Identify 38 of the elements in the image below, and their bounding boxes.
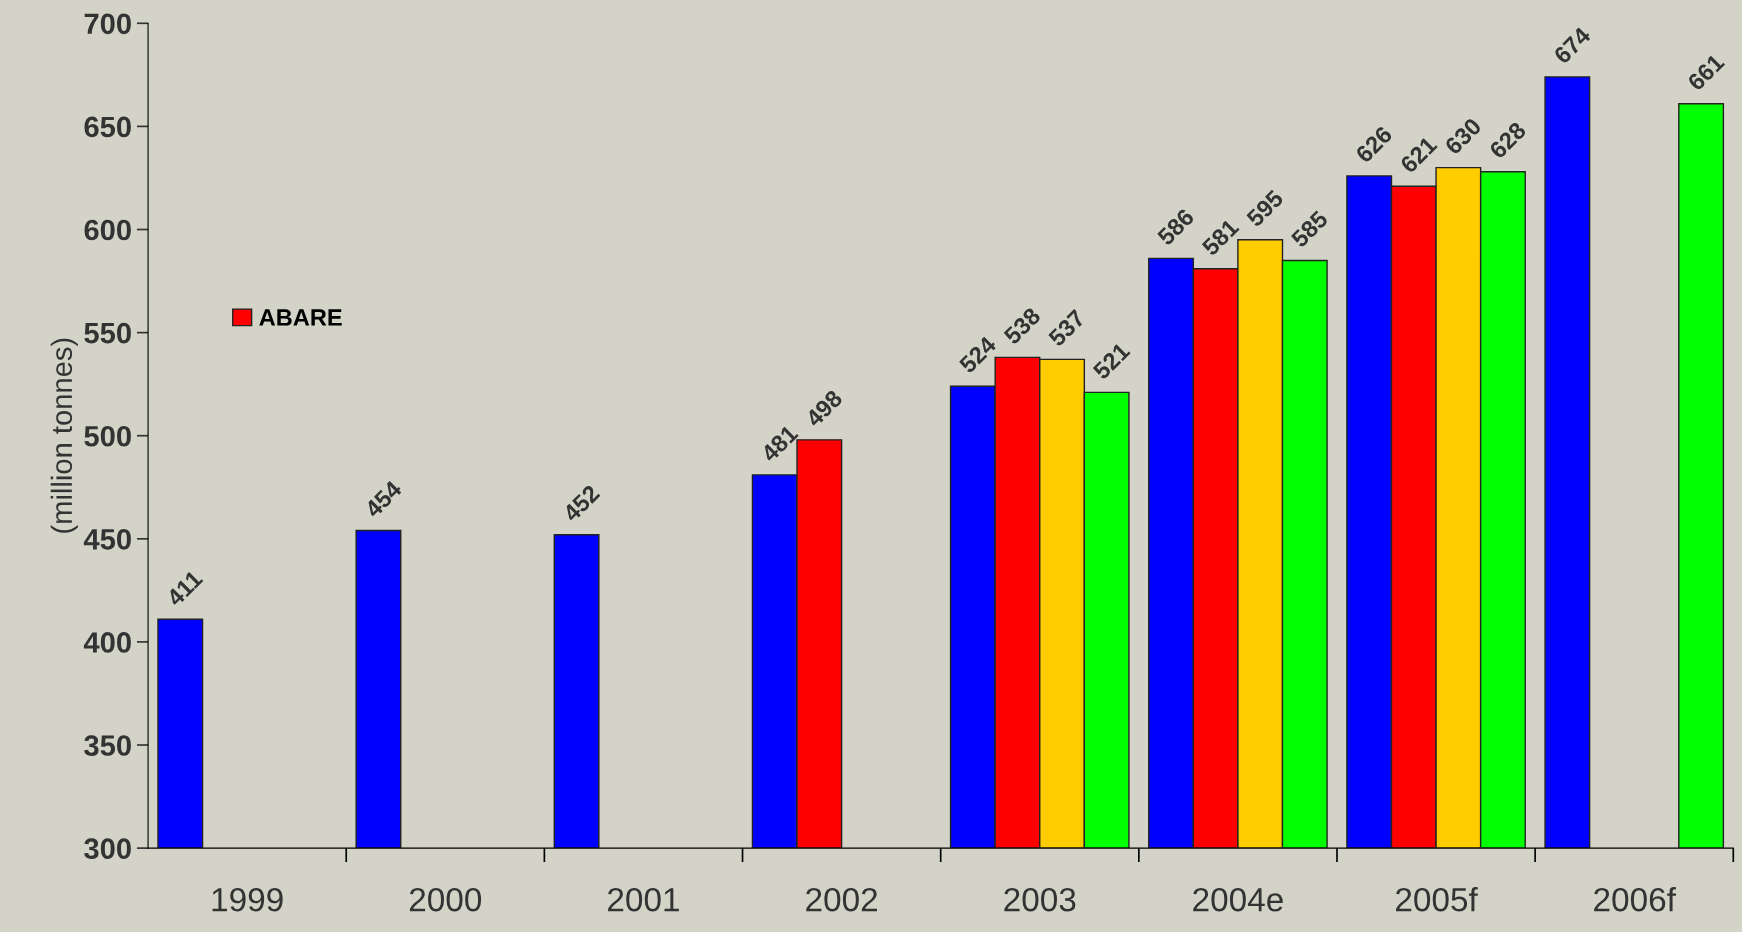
data-label: 586 (1156, 207, 1195, 247)
y-tick-label: 300 (84, 838, 131, 860)
data-label: 581 (1201, 217, 1240, 257)
data-label: 521 (1092, 341, 1131, 381)
data-label: 498 (804, 389, 844, 428)
x-tick-label: 2002 (806, 887, 878, 912)
data-label: 537 (1047, 308, 1086, 348)
y-tick-label: 550 (84, 322, 131, 344)
data-label: 454 (363, 479, 403, 519)
x-tick-label: 1999 (212, 887, 283, 912)
x-tick-label: 2005f (1396, 887, 1478, 912)
data-label: 585 (1290, 209, 1329, 249)
x-tick-label: 2000 (409, 887, 482, 912)
y-tick-label: 400 (83, 632, 131, 653)
y-tick-label: 700 (84, 13, 131, 35)
y-tick-label: 500 (84, 425, 131, 447)
x-tick-label: 2004e (1193, 887, 1283, 912)
y-tick-label: 350 (84, 735, 131, 756)
data-label: 481 (759, 424, 799, 463)
y-axis-title: (million tonnes) (50, 338, 78, 533)
data-label: 411 (165, 569, 204, 608)
x-tick-label: 2006f (1594, 887, 1676, 912)
y-tick-label: 600 (84, 219, 131, 241)
data-label: 621 (1399, 135, 1438, 174)
data-label: 674 (1552, 25, 1592, 65)
data-label: 661 (1686, 52, 1726, 92)
data-label: 538 (1002, 306, 1042, 346)
data-label: 452 (561, 484, 601, 523)
y-tick-label: 450 (83, 529, 131, 550)
x-tick-label: 2003 (1004, 887, 1076, 912)
data-label: 595 (1245, 188, 1285, 228)
data-label: 626 (1354, 125, 1394, 164)
data-label: 524 (958, 335, 998, 375)
y-tick-label: 650 (84, 116, 131, 138)
data-label: 630 (1443, 117, 1483, 156)
x-tick-label: 2001 (608, 887, 679, 912)
data-label: 628 (1488, 120, 1527, 160)
legend-label: ABARE (259, 309, 342, 326)
